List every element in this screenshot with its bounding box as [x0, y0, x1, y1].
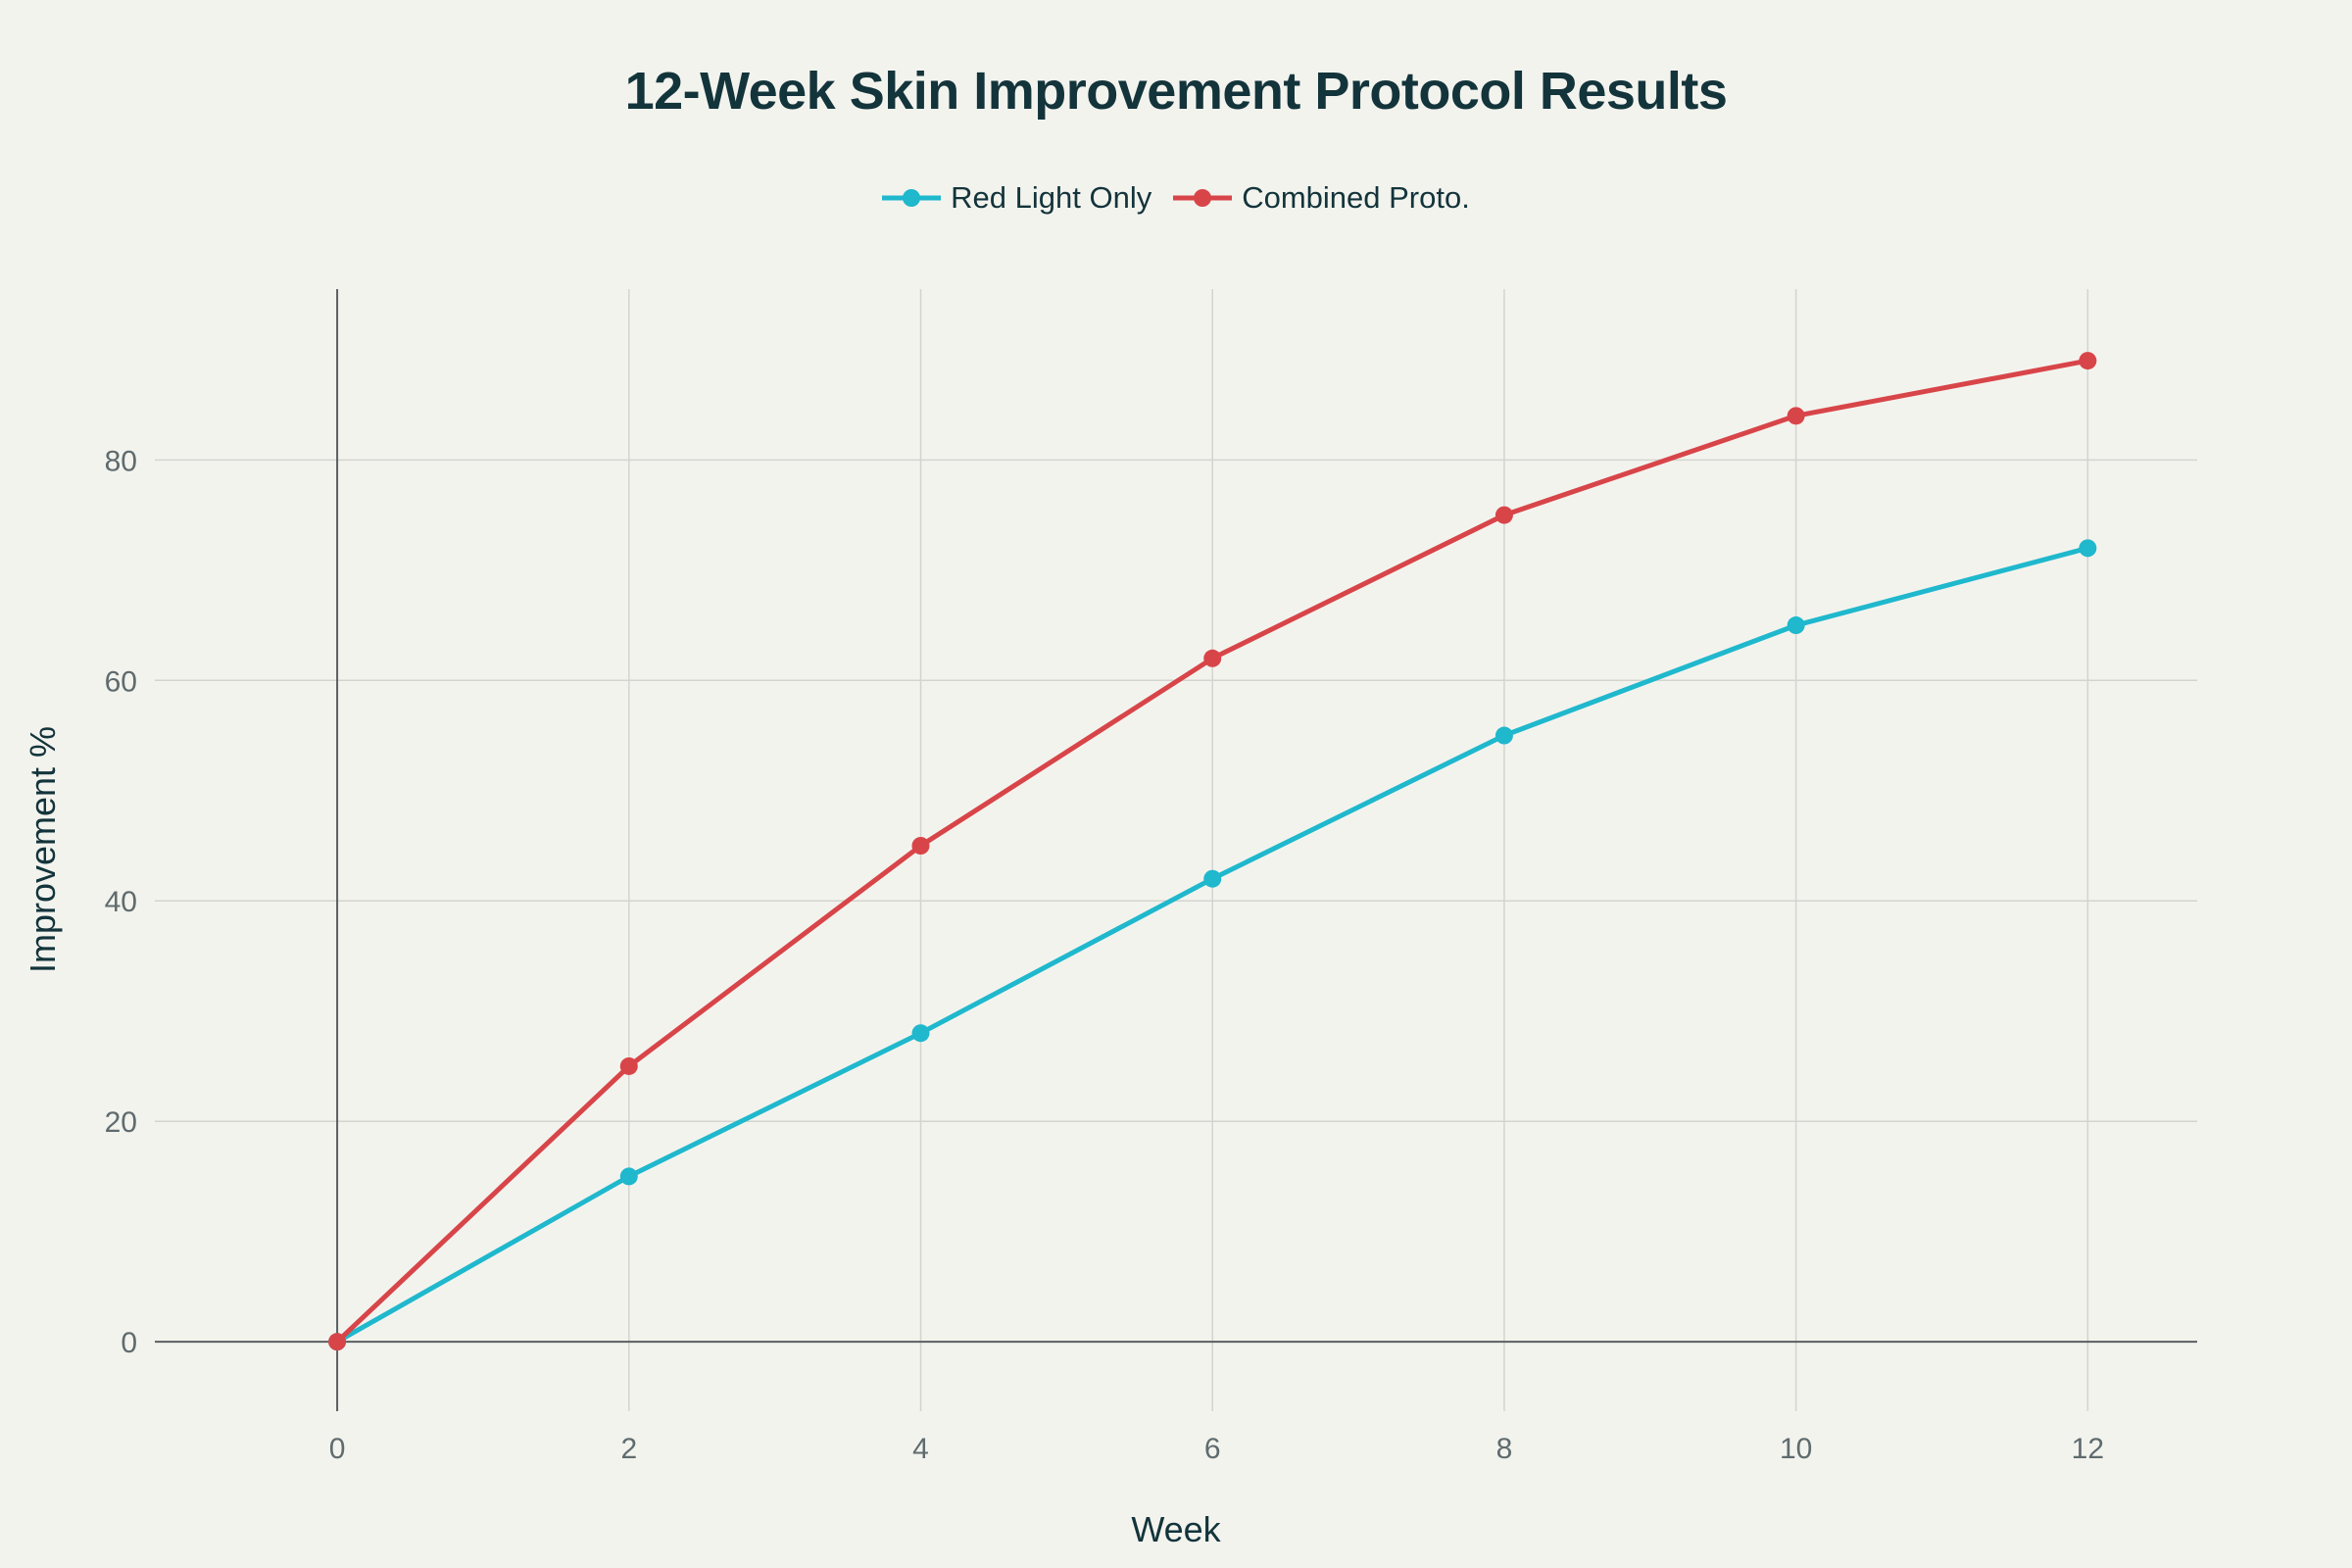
- x-tick-label: 0: [329, 1433, 346, 1465]
- data-point: [1203, 649, 1222, 667]
- series-1: [328, 352, 2097, 1351]
- series-layer: [328, 352, 2097, 1351]
- y-axis-title: Improvement %: [23, 726, 63, 973]
- y-tick-label: 20: [105, 1106, 137, 1139]
- legend-item-red-light-only[interactable]: Red Light Only: [882, 180, 1152, 216]
- legend-swatch-red-light-only: [882, 189, 942, 207]
- chart-title: 12-Week Skin Improvement Protocol Result…: [624, 62, 1728, 121]
- tick-labels: 0 2 4 6 8 10 12 0 20 40 60 80: [105, 445, 2104, 1465]
- axes: [155, 289, 2197, 1411]
- legend-item-combined-proto[interactable]: Combined Proto.: [1173, 180, 1470, 216]
- legend-swatch-combined-proto: [1173, 189, 1233, 207]
- y-tick-label: 0: [121, 1327, 137, 1359]
- x-axis-title: Week: [1131, 1509, 1221, 1549]
- data-point: [1494, 506, 1513, 524]
- legend-label-combined-proto: Combined Proto.: [1242, 180, 1470, 215]
- data-point: [619, 1167, 638, 1186]
- data-point: [1494, 726, 1513, 745]
- data-point: [2079, 539, 2097, 558]
- y-tick-label: 40: [105, 886, 137, 918]
- x-tick-label: 2: [620, 1433, 637, 1465]
- data-point: [1787, 407, 1805, 425]
- x-tick-label: 10: [1780, 1433, 1812, 1465]
- grid: [155, 289, 2197, 1411]
- legend-label-red-light-only: Red Light Only: [951, 180, 1152, 215]
- x-tick-label: 8: [1496, 1433, 1513, 1465]
- y-tick-label: 80: [105, 445, 137, 477]
- data-point: [911, 837, 930, 856]
- data-point: [619, 1056, 638, 1075]
- data-point: [911, 1024, 930, 1043]
- data-point: [1787, 616, 1805, 635]
- data-point: [328, 1333, 347, 1351]
- x-tick-label: 12: [2072, 1433, 2104, 1465]
- data-point: [2079, 352, 2097, 370]
- x-tick-label: 6: [1204, 1433, 1221, 1465]
- y-tick-label: 60: [105, 665, 137, 698]
- legend: Red Light Only Combined Proto.: [0, 180, 2352, 216]
- data-point: [1203, 869, 1222, 888]
- x-tick-label: 4: [912, 1433, 929, 1465]
